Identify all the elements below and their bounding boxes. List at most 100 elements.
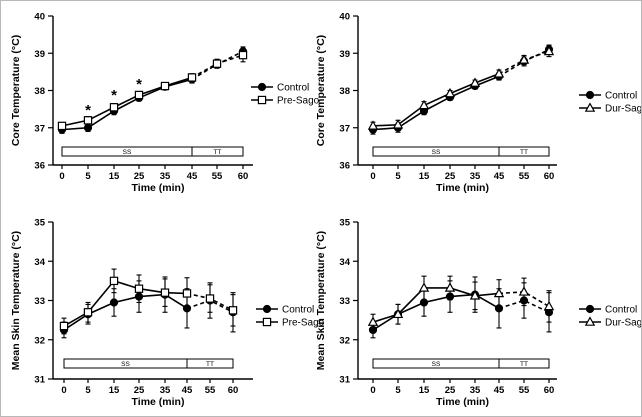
x-tick-label: 60 [238,171,249,182]
series-line-solid [63,293,188,331]
y-tick-label: 38 [339,86,350,97]
data-point [83,123,93,132]
phase-ss-label: SS [432,149,441,156]
phase-tt-label: TT [214,149,222,156]
data-point [469,77,481,87]
y-axis-title: Mean Skin Temperature (°C) [10,231,22,370]
data-point [59,321,69,331]
x-axis-title: Time (min) [436,396,489,408]
legend-entry: Control [579,305,637,316]
y-tick-label: 35 [339,218,350,229]
legend-entry: Control [251,83,309,94]
legend-marker [262,304,272,314]
phase-tt-box [498,146,550,157]
phase-tt-box [498,358,550,369]
significance-marker: * [85,102,91,119]
x-tick-label: 60 [544,171,555,182]
data-point [109,276,119,286]
legend-marker [584,316,596,326]
data-point [444,282,456,292]
y-tick-label: 36 [339,161,350,172]
x-tick-label: 15 [109,385,120,396]
legend-label: Pre-Sago [277,96,320,107]
data-point [205,294,215,303]
x-tick-label: 5 [395,385,401,396]
x-axis-title: Time (min) [436,182,489,194]
phase-tt-label: TT [206,361,214,368]
legend-entry: Control [256,305,314,316]
data-point [57,121,67,131]
y-tick-label: 38 [34,86,45,97]
x-tick-label: 55 [519,385,530,396]
x-tick-label: 45 [494,171,505,182]
phase-ss-label: SS [121,361,130,368]
data-point [543,45,555,56]
x-tick-label: 15 [419,171,430,182]
legend-marker [257,82,267,92]
phase-tt-box [186,358,234,369]
data-point [134,90,144,100]
x-tick-label: 5 [85,385,91,396]
series-line-solid [372,72,500,127]
series-control [368,276,554,339]
chart-panel-core-pre: 36 37 38 39 40 0 5 15 25 35 45 55 60 Time (min) Core T… [10,12,320,195]
legend-entry: Control [579,91,637,102]
x-tick-label: 0 [370,171,375,182]
chart-panel-skin-pre: 31 32 33 34 35 0 5 15 25 35 45 55 60 Time (min) Mean S… [10,218,325,409]
data-point [109,298,119,307]
data-point [418,282,430,292]
legend-label: Pre-Sago [282,318,325,329]
y-tick-label: 35 [34,218,45,229]
legend-marker [257,95,267,105]
y-tick-label: 39 [34,49,45,60]
series-line-solid [61,78,193,131]
legend-marker [585,304,595,314]
data-point [367,316,379,326]
x-tick-label: 25 [134,171,145,182]
phase-tt-label: TT [520,361,528,368]
phase-bar: SS TT [61,146,244,157]
data-point [493,68,505,78]
legend-marker [584,102,596,112]
x-tick-label: 60 [544,385,555,396]
chart-panel-core-dur: 36 37 38 39 40 0 5 15 25 35 45 55 60 Time (min) Core T… [315,12,641,195]
legend-label: Dur-Sago [605,318,641,329]
y-tick-label: 31 [339,375,350,386]
chart-panel-skin-dur: 31 32 33 34 35 0 5 15 25 35 45 55 60 Time (min) Mean S… [315,218,641,409]
series-pre-sago [57,47,248,131]
legend-marker [585,90,595,100]
phase-bar: SS TT [372,358,550,369]
x-axis-title: Time (min) [132,182,185,194]
legend-marker [262,317,272,327]
x-tick-label: 45 [187,171,198,182]
phase-tt-label: TT [520,149,528,156]
x-tick-label: 60 [228,385,239,396]
series-dur-sago [367,45,555,131]
y-tick-label: 37 [339,123,350,134]
x-tick-label: 35 [470,385,481,396]
x-tick-label: 45 [182,385,193,396]
legend-entry: Dur-Sago [579,316,641,329]
series-line-solid [61,76,193,127]
x-tick-label: 0 [59,171,64,182]
data-point [469,290,481,300]
y-tick-label: 32 [34,335,45,346]
data-point [109,103,119,112]
phase-bar: SS TT [63,358,234,369]
data-point [212,59,222,68]
data-point [83,308,93,317]
x-tick-label: 35 [160,385,171,396]
x-tick-label: 55 [519,171,530,182]
x-tick-label: 45 [494,385,505,396]
x-tick-label: 0 [61,385,66,396]
data-point [134,284,144,293]
series-line-solid [63,279,188,327]
series-line-solid [372,293,500,331]
x-tick-label: 0 [370,385,375,396]
legend-label: Control [605,305,637,316]
x-tick-label: 25 [445,385,456,396]
phase-ss-label: SS [123,149,132,156]
legend-label: Control [282,305,314,316]
y-tick-label: 37 [34,123,45,134]
phase-tt-box [191,146,244,157]
